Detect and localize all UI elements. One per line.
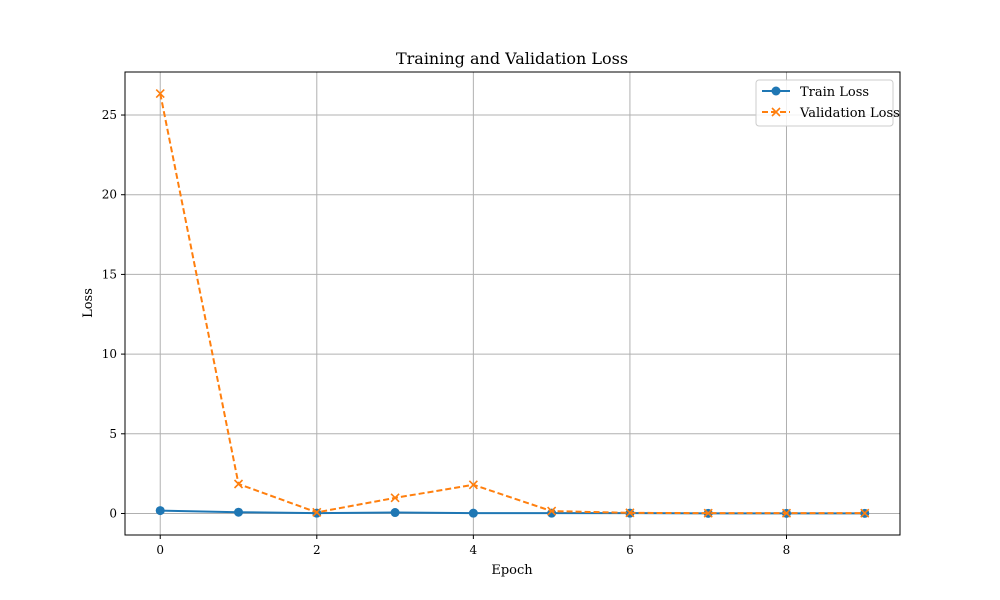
data-point-validation-loss (547, 506, 557, 516)
data-point-validation-loss (155, 88, 165, 99)
data-point-validation-loss (233, 479, 244, 489)
grid (125, 72, 900, 535)
x-axis-label: Epoch (491, 563, 533, 578)
x-tick-label: 6 (626, 543, 634, 557)
legend-marker-train-loss (771, 86, 781, 96)
legend: Train Loss Validation Loss (755, 79, 900, 127)
legend-box (755, 79, 894, 127)
chart-title: Training and Validation Loss (396, 49, 628, 68)
data-point-validation-loss (390, 493, 400, 503)
data-point-validation-loss (860, 508, 870, 518)
data-point-train-loss (234, 507, 244, 517)
series-layer (155, 88, 870, 518)
data-point-train-loss (155, 506, 165, 516)
legend-label-validation-loss: Validation Loss (799, 106, 900, 121)
x-tick-label: 0 (156, 543, 164, 557)
legend-label-train-loss: Train Loss (800, 85, 869, 100)
y-tick-label: 5 (109, 427, 117, 441)
data-point-train-loss (468, 508, 478, 518)
y-axis-label: Loss (81, 288, 96, 318)
x-tick-label: 8 (783, 543, 791, 557)
series-line-validation-loss (159, 93, 865, 515)
data-point-validation-loss (703, 508, 713, 518)
x-tick-label: 4 (470, 543, 478, 557)
y-tick-label: 10 (102, 347, 117, 361)
y-tick-label: 15 (102, 267, 117, 281)
data-point-validation-loss (781, 508, 792, 518)
y-tick-label: 20 (102, 188, 117, 202)
axis-ticks: 0 2 4 6 8 0 5 10 15 20 25 (102, 108, 791, 557)
legend-marker-validation-loss (771, 107, 781, 117)
y-tick-label: 0 (109, 506, 117, 520)
data-point-validation-loss (625, 508, 635, 518)
data-point-validation-loss (312, 507, 322, 517)
data-point-train-loss (390, 508, 400, 518)
y-tick-label: 25 (102, 108, 117, 122)
data-point-validation-loss (468, 480, 478, 490)
x-tick-label: 2 (313, 543, 321, 557)
plot-area-frame (124, 71, 901, 536)
